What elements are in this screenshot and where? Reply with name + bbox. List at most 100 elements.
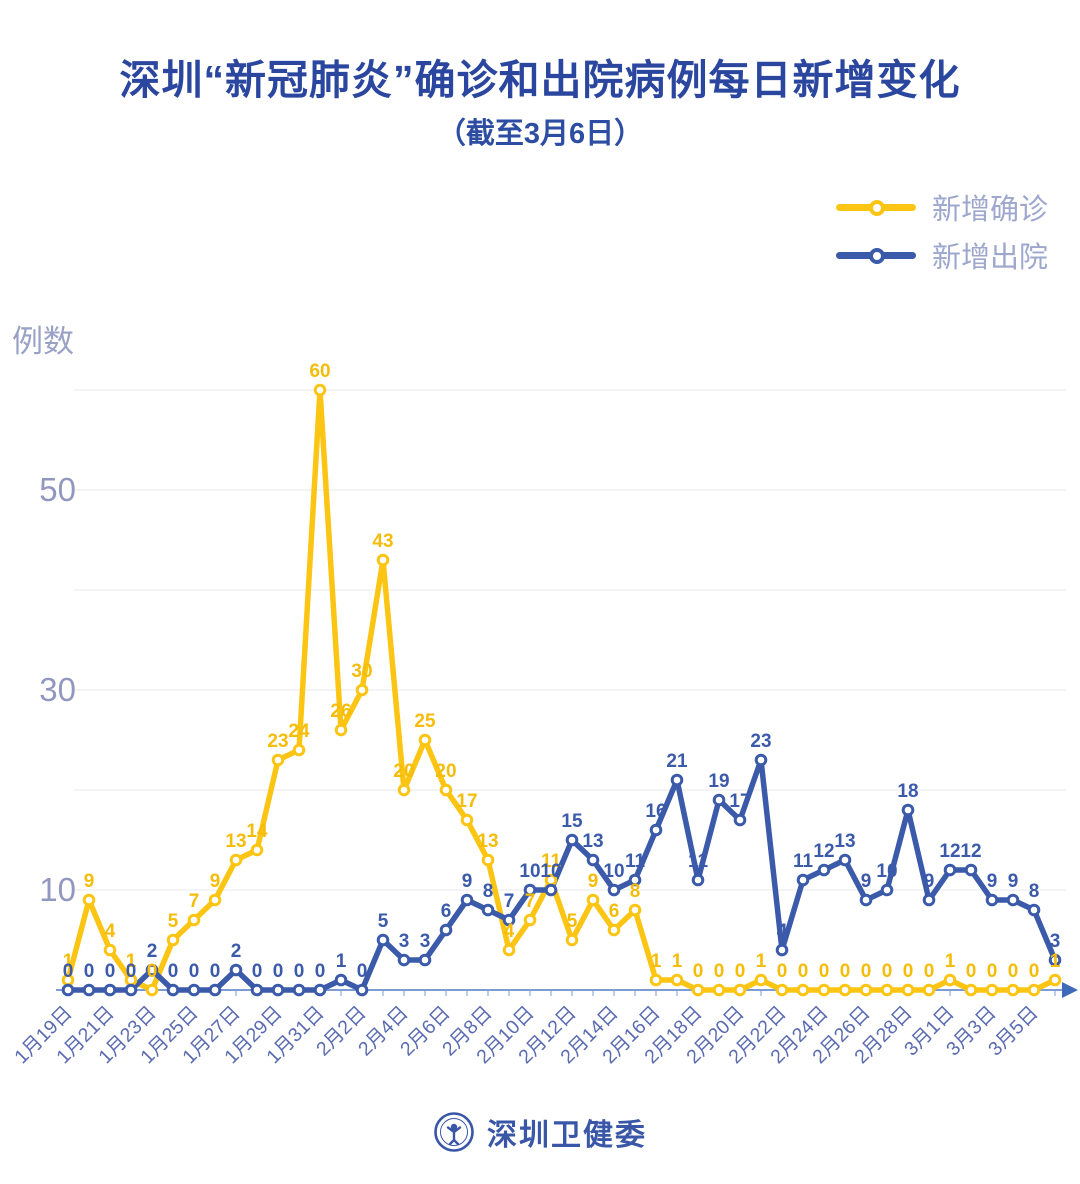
data-label-confirmed: 0 [735,961,746,982]
data-point-confirmed [103,943,117,957]
data-label-confirmed: 4 [105,921,116,942]
data-point-discharged [166,983,180,997]
data-point-discharged [61,983,75,997]
data-label-confirmed: 0 [777,961,788,982]
data-point-discharged [292,983,306,997]
data-label-discharged: 4 [777,921,788,942]
data-label-discharged: 8 [483,881,494,902]
data-label-discharged: 0 [168,961,179,982]
data-point-discharged [985,893,999,907]
footer-brand: 深圳卫健委 [0,1110,1080,1154]
data-label-discharged: 12 [960,841,981,862]
data-point-confirmed [859,983,873,997]
data-point-confirmed [985,983,999,997]
data-label-confirmed: 17 [456,791,477,812]
data-label-confirmed: 7 [525,891,536,912]
data-label-confirmed: 0 [903,961,914,982]
data-point-discharged [271,983,285,997]
data-point-confirmed [880,983,894,997]
data-label-discharged: 0 [315,961,326,982]
page-subtitle: （截至3月6日） [436,118,644,150]
data-point-discharged [712,793,726,807]
data-label-confirmed: 1 [1050,951,1061,972]
legend-label-confirmed: 新增确诊 [932,194,1049,226]
data-label-confirmed: 43 [372,531,393,552]
data-label-confirmed: 25 [414,711,436,732]
data-label-confirmed: 60 [309,361,330,382]
data-label-discharged: 8 [1029,881,1040,902]
data-point-confirmed [964,983,978,997]
data-point-discharged [1048,953,1062,967]
data-label-discharged: 19 [708,771,729,792]
data-label-discharged: 17 [729,791,750,812]
chart-legend: 新增确诊 新增出院 [836,190,1048,274]
data-point-discharged [418,953,432,967]
data-point-confirmed [565,933,579,947]
data-label-confirmed: 0 [924,961,935,982]
data-label-discharged: 0 [189,961,200,982]
data-point-confirmed [754,973,768,987]
data-label-confirmed: 8 [630,881,641,902]
legend-label-discharged: 新增出院 [932,242,1049,274]
legend-item-discharged: 新增出院 [836,238,1048,274]
page-title: 深圳“新冠肺炎”确诊和出院病例每日新增变化 [119,57,961,103]
data-point-discharged [670,773,684,787]
data-label-discharged: 10 [876,861,897,882]
data-label-confirmed: 20 [435,761,456,782]
data-point-confirmed [502,943,516,957]
data-point-confirmed [1048,973,1062,987]
data-label-discharged: 11 [793,851,814,872]
data-point-confirmed [271,753,285,767]
data-point-confirmed [712,983,726,997]
data-point-confirmed [460,813,474,827]
data-label-confirmed: 9 [588,871,599,892]
data-point-discharged [355,983,369,997]
data-point-confirmed [397,783,411,797]
data-point-discharged [313,983,327,997]
data-point-confirmed [313,383,327,397]
data-label-confirmed: 1 [126,951,137,972]
data-point-discharged [859,893,873,907]
data-point-confirmed [796,983,810,997]
data-label-discharged: 12 [939,841,960,862]
data-point-discharged [250,983,264,997]
data-point-discharged [649,823,663,837]
data-point-confirmed [586,893,600,907]
data-point-confirmed [733,983,747,997]
data-point-discharged [187,983,201,997]
data-point-discharged [544,883,558,897]
data-label-discharged: 0 [63,961,74,982]
data-label-discharged: 9 [861,871,872,892]
data-point-discharged [124,983,138,997]
data-point-confirmed [481,853,495,867]
data-label-discharged: 13 [582,831,603,852]
data-label-confirmed: 0 [819,961,830,982]
data-point-discharged [208,983,222,997]
data-label-confirmed: 6 [609,901,620,922]
data-point-discharged [376,933,390,947]
data-point-discharged [481,903,495,917]
data-label-discharged: 10 [519,861,540,882]
discharged-marker-icon [869,247,885,264]
data-label-confirmed: 0 [147,961,158,982]
data-label-discharged: 2 [231,941,242,962]
data-label-confirmed: 9 [210,871,221,892]
data-label-confirmed: 0 [840,961,851,982]
data-label-discharged: 0 [84,961,95,982]
data-point-confirmed [607,923,621,937]
data-label-discharged: 3 [420,931,431,952]
data-point-confirmed [82,893,96,907]
data-label-discharged: 0 [273,961,284,982]
data-label-confirmed: 1 [672,951,683,972]
data-label-confirmed: 0 [882,961,893,982]
data-point-confirmed [670,973,684,987]
y-axis-tick-label: 50 [39,471,76,508]
data-label-confirmed: 4 [504,921,515,942]
data-label-discharged: 2 [147,941,158,962]
y-axis-title: 例数 [12,324,74,359]
data-point-discharged [145,963,159,977]
data-label-discharged: 21 [666,751,688,772]
data-point-discharged [775,943,789,957]
data-point-confirmed [334,723,348,737]
